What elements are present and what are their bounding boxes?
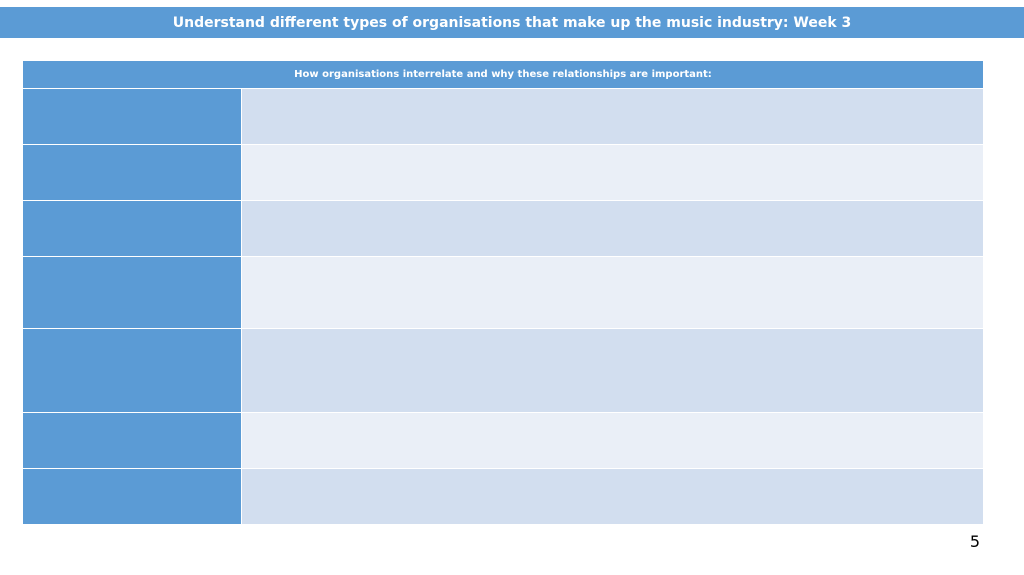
- row-content-cell: [242, 257, 983, 328]
- table-row: [23, 469, 983, 524]
- row-label-cell: [23, 145, 242, 200]
- row-content-cell: [242, 89, 983, 144]
- table-header: How organisations interrelate and why th…: [23, 61, 983, 89]
- row-content-cell: [242, 145, 983, 200]
- table-row: [23, 413, 983, 469]
- table: How organisations interrelate and why th…: [23, 61, 983, 524]
- row-content-cell: [242, 469, 983, 524]
- row-label-cell: [23, 329, 242, 412]
- row-content-cell: [242, 413, 983, 468]
- row-label-cell: [23, 469, 242, 524]
- row-label-cell: [23, 201, 242, 256]
- row-label-cell: [23, 413, 242, 468]
- slide-title: Understand different types of organisati…: [0, 7, 1024, 38]
- table-row: [23, 329, 983, 413]
- row-label-cell: [23, 257, 242, 328]
- table-row: [23, 257, 983, 329]
- table-row: [23, 201, 983, 257]
- table-row: [23, 89, 983, 145]
- row-label-cell: [23, 89, 242, 144]
- row-content-cell: [242, 329, 983, 412]
- page-number: 5: [969, 532, 981, 551]
- row-content-cell: [242, 201, 983, 256]
- table-row: [23, 145, 983, 201]
